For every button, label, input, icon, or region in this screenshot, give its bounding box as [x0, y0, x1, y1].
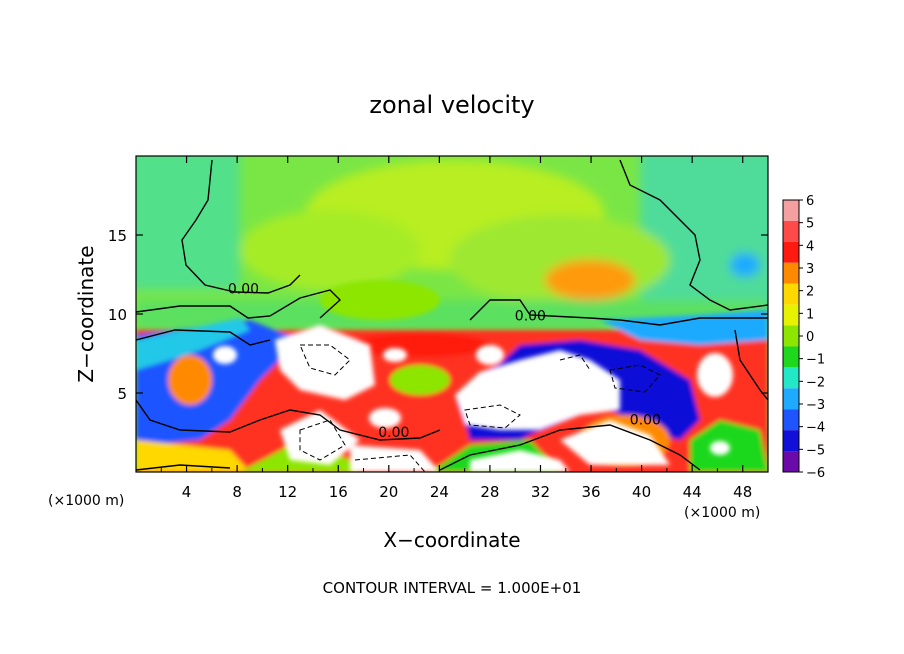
y-tick-label: 5 — [117, 385, 127, 403]
colorbar-swatch — [783, 451, 799, 472]
colorbar-swatch — [783, 262, 799, 284]
contour-label: 0.00 — [378, 425, 409, 441]
contour-label: 0.00 — [515, 308, 546, 324]
field-layer-lower — [136, 280, 768, 472]
colorbar-label: 6 — [806, 194, 814, 209]
x-axis: 4 8 12 16 20 24 28 32 36 40 44 48 — [160, 156, 752, 501]
contour-interval-footer: CONTOUR INTERVAL = 1.000E+01 — [323, 579, 582, 597]
colorbar-label: 1 — [806, 307, 814, 322]
colorbar-label: 2 — [806, 285, 814, 300]
heatmap-field — [136, 156, 768, 472]
x-axis-unit-left: (×1000 m) — [48, 493, 124, 509]
colorbar-swatch — [783, 241, 799, 263]
field-layer-cores — [213, 325, 733, 472]
colorbar-label: 5 — [806, 217, 814, 232]
colorbar-label: 4 — [806, 239, 814, 254]
field-layer-upper — [136, 156, 768, 330]
colorbar-label: −1 — [806, 353, 825, 368]
colorbar-label: −3 — [806, 398, 825, 413]
x-tick-label: 12 — [278, 483, 297, 501]
contour-label: 0.00 — [228, 281, 259, 297]
x-tick-label: 20 — [379, 483, 398, 501]
x-tick-label: 36 — [581, 483, 600, 501]
colorbar-swatch — [783, 409, 799, 431]
colorbar-swatch — [783, 346, 799, 368]
colorbar-label: −4 — [806, 421, 825, 436]
colorbar-label: −5 — [806, 443, 825, 458]
y-tick-label: 10 — [108, 306, 127, 324]
y-axis-label: Z−coordinate — [74, 245, 98, 382]
x-tick-label: 44 — [683, 483, 702, 501]
colorbar: 6 5 4 3 2 1 0 −1 −2 −3 −4 −5 −6 — [782, 194, 825, 481]
colorbar-swatch — [783, 304, 799, 326]
contour-labels: 0.00 0.00 0.00 0.00 — [228, 281, 661, 441]
x-tick-label: 4 — [182, 483, 192, 501]
y-axis: 5 10 15 — [108, 227, 768, 403]
x-axis-label: X−coordinate — [383, 528, 520, 552]
negative-contour-lines — [299, 344, 661, 472]
colorbar-label: −2 — [806, 375, 825, 390]
y-tick-label: 15 — [108, 227, 127, 245]
x-tick-label: 28 — [480, 483, 499, 501]
zero-contour-lines — [136, 159, 768, 471]
colorbar-swatch — [783, 325, 799, 347]
colorbar-swatch — [783, 388, 799, 410]
x-tick-label: 16 — [329, 483, 348, 501]
colorbar-swatch — [783, 200, 799, 221]
colorbar-swatch — [783, 220, 799, 242]
x-tick-label: 8 — [232, 483, 242, 501]
x-tick-label: 40 — [632, 483, 651, 501]
x-tick-label: 24 — [430, 483, 449, 501]
x-axis-unit-right: (×1000 m) — [684, 505, 760, 521]
contour-label: 0.00 — [630, 413, 661, 429]
colorbar-label: 3 — [806, 262, 814, 277]
x-tick-label: 48 — [733, 483, 752, 501]
chart-title: zonal velocity — [369, 91, 534, 119]
x-tick-label: 32 — [531, 483, 550, 501]
colorbar-label: −6 — [806, 466, 825, 481]
colorbar-label: 0 — [806, 330, 814, 345]
colorbar-swatch — [783, 283, 799, 305]
colorbar-swatch — [783, 367, 799, 389]
colorbar-swatch — [783, 430, 799, 452]
